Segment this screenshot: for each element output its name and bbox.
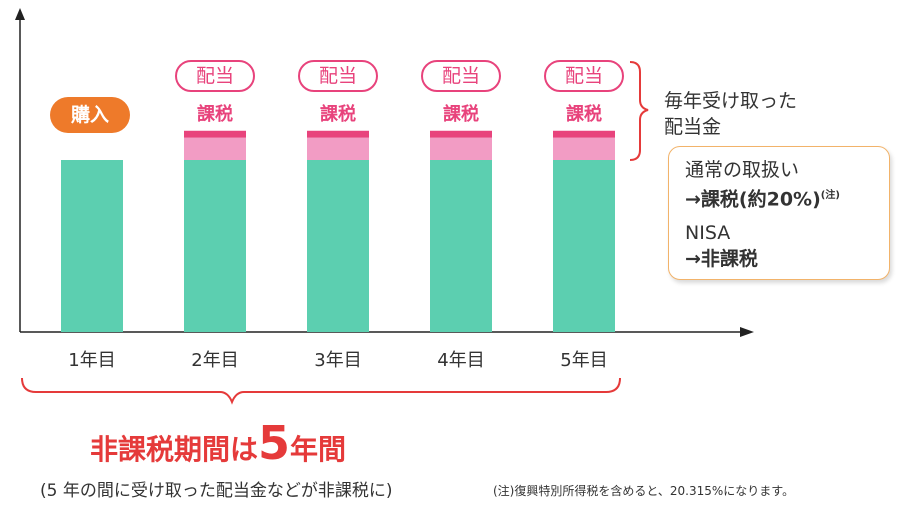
annual-dividend-label: 毎年受け取った 配当金 bbox=[664, 88, 797, 140]
dividend-label: 配当 bbox=[175, 60, 255, 92]
period-suffix: 年間 bbox=[290, 433, 347, 466]
x-axis-arrow bbox=[740, 327, 754, 337]
x-tick-label: 1年目 bbox=[68, 350, 116, 371]
bar-2-base-segment bbox=[184, 160, 246, 332]
normal-handling-note: (注) bbox=[820, 190, 840, 201]
nisa-title: NISA bbox=[685, 222, 731, 245]
normal-handling-title: 通常の取扱い bbox=[685, 159, 800, 181]
normal-handling-rate: →課税(約20%) bbox=[685, 188, 821, 211]
period-number: 5 bbox=[258, 416, 291, 470]
tax-label: 課税 bbox=[320, 104, 356, 125]
bar-5-base-segment bbox=[553, 160, 615, 332]
x-tick-label: 2年目 bbox=[191, 350, 239, 371]
dividend-label: 配当 bbox=[298, 60, 378, 92]
bar-4-dividend-segment bbox=[430, 137, 492, 160]
dividend-label: 配当 bbox=[544, 60, 624, 92]
bar-3-dividend-segment bbox=[307, 137, 369, 160]
period-prefix: 非課税期間は bbox=[90, 433, 259, 466]
bar-5-dividend-segment bbox=[553, 137, 615, 160]
bar-3-tax-segment bbox=[307, 130, 369, 138]
period-brace bbox=[21, 377, 621, 405]
bar-5-tax-segment bbox=[553, 130, 615, 138]
bar-3-base-segment bbox=[307, 160, 369, 332]
tax-label: 課税 bbox=[197, 104, 233, 125]
nisa-value: →非課税 bbox=[685, 248, 758, 271]
x-tick-label: 3年目 bbox=[314, 350, 362, 371]
annual-dividend-line2: 配当金 bbox=[664, 116, 722, 138]
y-axis-arrow bbox=[15, 8, 25, 20]
bar-1-base-segment bbox=[61, 160, 123, 332]
bar-4-tax-segment bbox=[430, 130, 492, 138]
purchase-label: 購入 bbox=[50, 97, 130, 133]
bar-2-dividend-segment bbox=[184, 137, 246, 160]
tax-free-period-heading: 非課税期間は5年間 bbox=[90, 416, 346, 470]
dividend-label: 配当 bbox=[421, 60, 501, 92]
x-tick-label: 4年目 bbox=[437, 350, 485, 371]
x-tick-label: 5年目 bbox=[560, 350, 608, 371]
tax-label: 課税 bbox=[443, 104, 479, 125]
dividend-brace bbox=[629, 61, 649, 161]
tax-info-box: 通常の取扱い →課税(約20%)(注) NISA →非課税 bbox=[668, 146, 890, 280]
bars-group bbox=[61, 130, 615, 332]
bar-2-tax-segment bbox=[184, 130, 246, 138]
period-note: (5 年の間に受け取った配当金などが非課税に) bbox=[40, 481, 393, 501]
bar-4-base-segment bbox=[430, 160, 492, 332]
annual-dividend-line1: 毎年受け取った bbox=[664, 90, 798, 112]
normal-handling-value: →課税(約20%)(注) bbox=[685, 183, 873, 212]
footnote: (注)復興特別所得税を含めると、20.315%になります。 bbox=[493, 484, 795, 498]
tax-label: 課税 bbox=[566, 104, 602, 125]
